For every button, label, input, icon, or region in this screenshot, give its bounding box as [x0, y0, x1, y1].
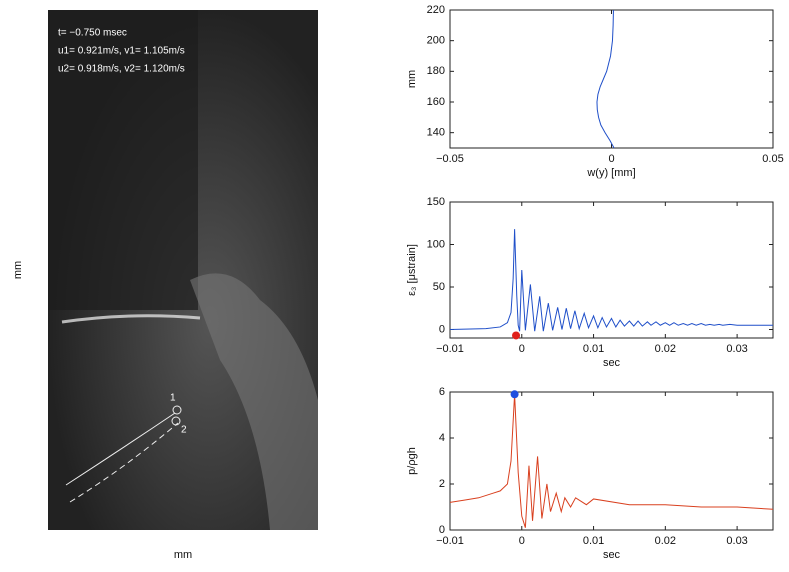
x-tick-label: 0.03	[726, 535, 747, 547]
y-tick-label: 180	[427, 65, 445, 77]
x-tick-label: −0.05	[436, 153, 464, 165]
data-line	[449, 394, 774, 528]
x-axis-label: w(y) [mm]	[586, 167, 635, 179]
x-tick-label: 0	[519, 535, 525, 547]
x-tick-label: 0.01	[583, 343, 604, 355]
y-tick-label: 150	[427, 196, 445, 208]
x-axis-label: sec	[603, 549, 621, 561]
y-tick-label: 6	[439, 386, 445, 398]
y-tick-label: 140	[427, 127, 445, 139]
data-line	[596, 9, 615, 149]
x-tick-label: 0.05	[762, 153, 783, 165]
y-axis-label: mm	[12, 261, 24, 279]
point	[512, 331, 521, 340]
x-tick-label: 0.03	[726, 343, 747, 355]
y-tick-label: 100	[427, 238, 445, 250]
y-tick-label: 0	[439, 524, 445, 536]
point	[510, 390, 519, 399]
y-tick-label: 0	[439, 323, 445, 335]
photo: t= −0.750 msec u1= 0.921m/s, v1= 1.105m/…	[48, 10, 318, 530]
data-line	[449, 229, 773, 332]
y-axis-label: ε₃ [μstrain]	[406, 244, 418, 296]
x-axis-label: sec	[603, 357, 621, 369]
y-tick-label: 2	[439, 478, 445, 490]
annotation: u2= 0.918m/s, v2= 1.120m/s	[58, 64, 185, 75]
x-axis-label: mm	[174, 549, 192, 561]
y-tick-label: 4	[439, 432, 445, 444]
x-tick-label: −0.01	[436, 343, 464, 355]
y-axis-label: p/ρgh	[406, 447, 418, 475]
y-tick-label: 200	[427, 35, 445, 47]
plot-area	[449, 391, 774, 531]
marker-label: 2	[181, 425, 187, 436]
y-tick-label: 160	[427, 96, 445, 108]
y-tick-label: 50	[433, 281, 445, 293]
annotation: t= −0.750 msec	[58, 28, 127, 39]
x-tick-label: 0	[608, 153, 614, 165]
y-axis-label: mm	[406, 70, 418, 88]
x-tick-label: 0.02	[655, 343, 676, 355]
x-tick-label: 0.02	[655, 535, 676, 547]
y-tick-label: 220	[427, 4, 445, 16]
x-tick-label: 0	[519, 343, 525, 355]
x-tick-label: −0.01	[436, 535, 464, 547]
annotation: u1= 0.921m/s, v1= 1.105m/s	[58, 46, 185, 57]
marker-label: 1	[170, 393, 176, 404]
plot-area	[449, 201, 774, 339]
plot-area	[449, 9, 774, 149]
x-tick-label: 0.01	[583, 535, 604, 547]
